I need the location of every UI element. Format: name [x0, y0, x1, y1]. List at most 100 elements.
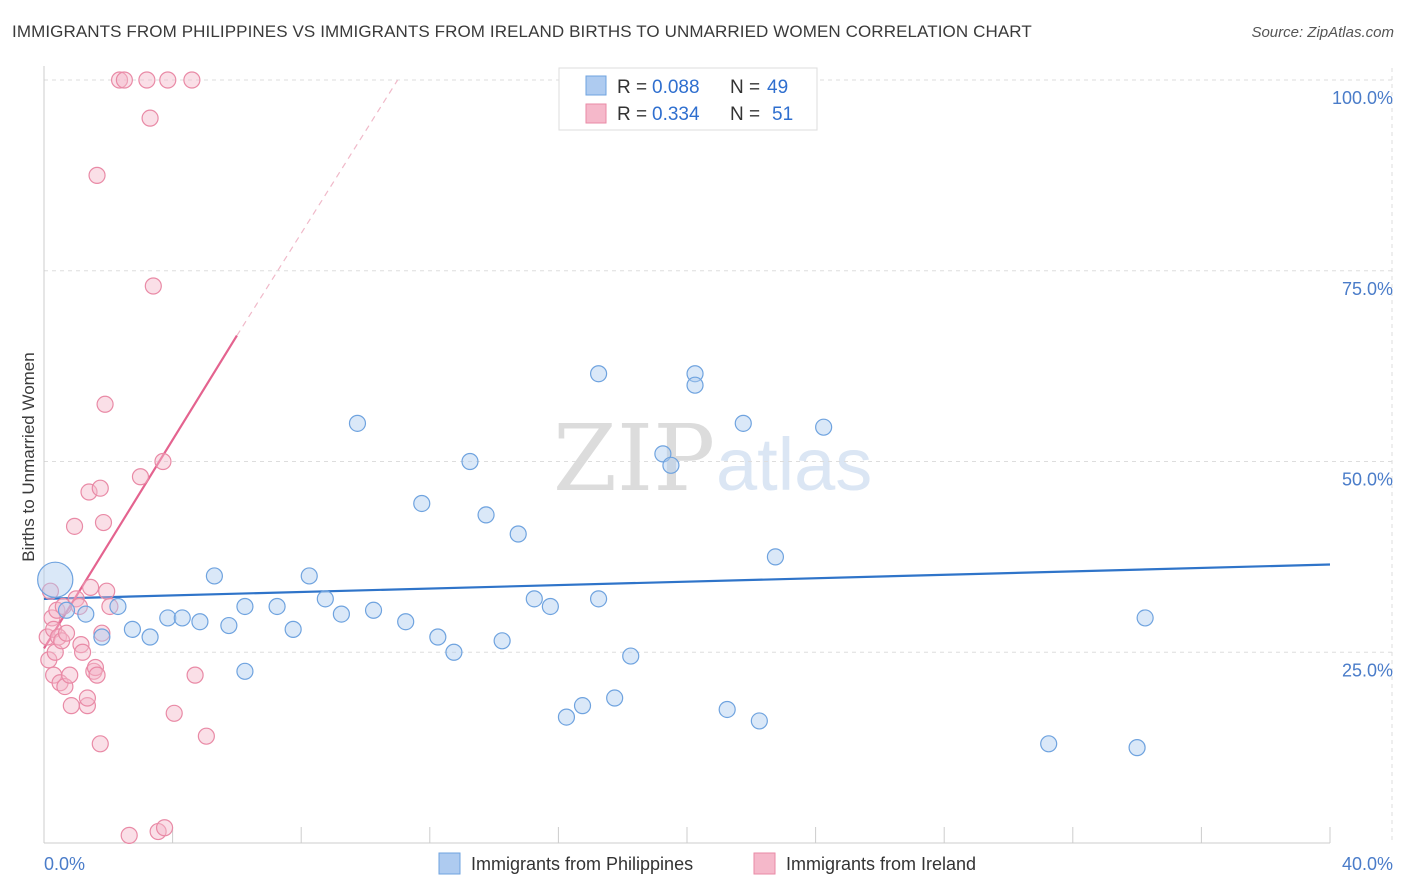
legend-label-ireland: Immigrants from Ireland — [786, 854, 976, 874]
y-tick-label: 50.0% — [1342, 470, 1393, 490]
point-blue — [493, 632, 511, 650]
point-pink — [65, 517, 84, 535]
point-pink — [154, 452, 172, 471]
stats-n-label-philippines: N = — [730, 77, 760, 98]
legend-swatch-philippines — [438, 852, 461, 875]
point-pink — [159, 71, 177, 89]
point-pink — [88, 166, 106, 184]
point-pink — [61, 666, 79, 684]
point-pink — [183, 71, 201, 89]
point-pink — [138, 71, 156, 89]
point-blue — [316, 590, 334, 608]
stats-n-value-ireland: 51 — [772, 104, 793, 125]
point-blue — [509, 525, 527, 543]
point-blue — [477, 506, 495, 524]
point-blue — [191, 613, 209, 631]
point-pink — [91, 735, 109, 753]
point-blue — [159, 609, 177, 627]
stats-swatch-philippines — [585, 75, 607, 96]
point-blue — [205, 567, 223, 585]
point-pink — [62, 697, 80, 715]
stats-r-label-philippines: R = — [617, 77, 647, 98]
point-blue — [173, 609, 191, 627]
trend-line-pink — [43, 335, 238, 650]
point-blue — [734, 414, 752, 432]
point-blue — [766, 548, 785, 566]
point-pink — [120, 826, 138, 844]
stats-swatch-ireland — [585, 103, 607, 124]
point-pink — [57, 624, 76, 642]
point-pink — [82, 578, 100, 596]
point-blue — [750, 712, 768, 730]
trend-lines — [43, 79, 1331, 650]
point-pink — [98, 582, 116, 600]
y-tick-label: 75.0% — [1342, 279, 1393, 299]
x-tick-label: 0.0% — [44, 854, 85, 874]
point-blue — [1128, 739, 1146, 757]
point-blue — [284, 620, 302, 638]
point-pink — [110, 71, 129, 89]
stats-legend: R = 0.088 N = 49 R = 0.334 N = 51 — [558, 67, 818, 131]
point-pink — [131, 468, 150, 486]
point-blue — [541, 597, 559, 616]
watermark-zip: ZIP — [553, 405, 715, 512]
point-blue — [429, 628, 447, 646]
point-blue — [606, 689, 624, 707]
y-tick-label: 100.0% — [1332, 88, 1393, 108]
stats-n-label-ireland: N = — [730, 104, 760, 125]
point-pink — [94, 513, 113, 532]
y-axis-label: Births to Unmarried Women — [19, 352, 38, 561]
point-blue — [348, 414, 367, 432]
point-blue — [268, 597, 286, 616]
trend-extension-pink — [236, 79, 399, 336]
point-blue — [686, 376, 704, 394]
point-blue — [461, 452, 479, 471]
point-blue — [622, 647, 640, 665]
tick-labels: 25.0% 50.0% 75.0% 100.0% 0.0% 40.0% — [44, 88, 1393, 874]
point-pink — [88, 666, 106, 684]
point-blue — [300, 567, 318, 585]
watermark: ZIP atlas — [553, 405, 872, 512]
stats-r-label-ireland: R = — [617, 104, 647, 125]
watermark-atlas: atlas — [716, 423, 872, 506]
point-blue — [718, 700, 736, 719]
point-blue — [557, 708, 576, 726]
point-blue — [220, 616, 238, 635]
x-tick-label: 40.0% — [1342, 854, 1393, 874]
point-pink — [73, 643, 92, 661]
point-blue — [525, 590, 543, 608]
point-pink — [141, 109, 159, 127]
y-tick-label: 25.0% — [1342, 660, 1393, 680]
point-blue — [413, 494, 431, 513]
trend-line-blue — [43, 563, 1331, 600]
point-blue — [589, 365, 608, 383]
point-pink — [165, 704, 183, 722]
point-blue — [662, 456, 680, 474]
point-blue — [815, 418, 833, 436]
point-blue — [109, 597, 127, 616]
point-pink — [96, 395, 114, 413]
point-pink — [80, 483, 98, 501]
point-blue — [589, 590, 608, 608]
point-pink — [155, 819, 174, 837]
point-blue — [236, 597, 254, 616]
source-label: Source: ZipAtlas.com — [1251, 24, 1394, 41]
point-blue — [236, 662, 254, 680]
point-blue — [397, 613, 415, 631]
point-pink — [115, 71, 133, 89]
stats-r-value-ireland: 0.334 — [652, 104, 700, 125]
legend-label-philippines: Immigrants from Philippines — [471, 854, 693, 874]
point-pink — [186, 666, 204, 684]
point-blue — [332, 605, 350, 623]
point-blue — [573, 697, 592, 715]
point-blue — [141, 628, 159, 646]
series-legend: Immigrants from Philippines Immigrants f… — [438, 852, 976, 875]
point-blue — [364, 601, 383, 619]
point-blue — [123, 620, 142, 638]
stats-n-value-philippines: 49 — [767, 77, 788, 98]
point-blue — [1040, 735, 1058, 753]
axes — [43, 66, 1331, 844]
legend-swatch-ireland — [753, 852, 776, 875]
chart-title: IMMIGRANTS FROM PHILIPPINES VS IMMIGRANT… — [12, 22, 1032, 41]
